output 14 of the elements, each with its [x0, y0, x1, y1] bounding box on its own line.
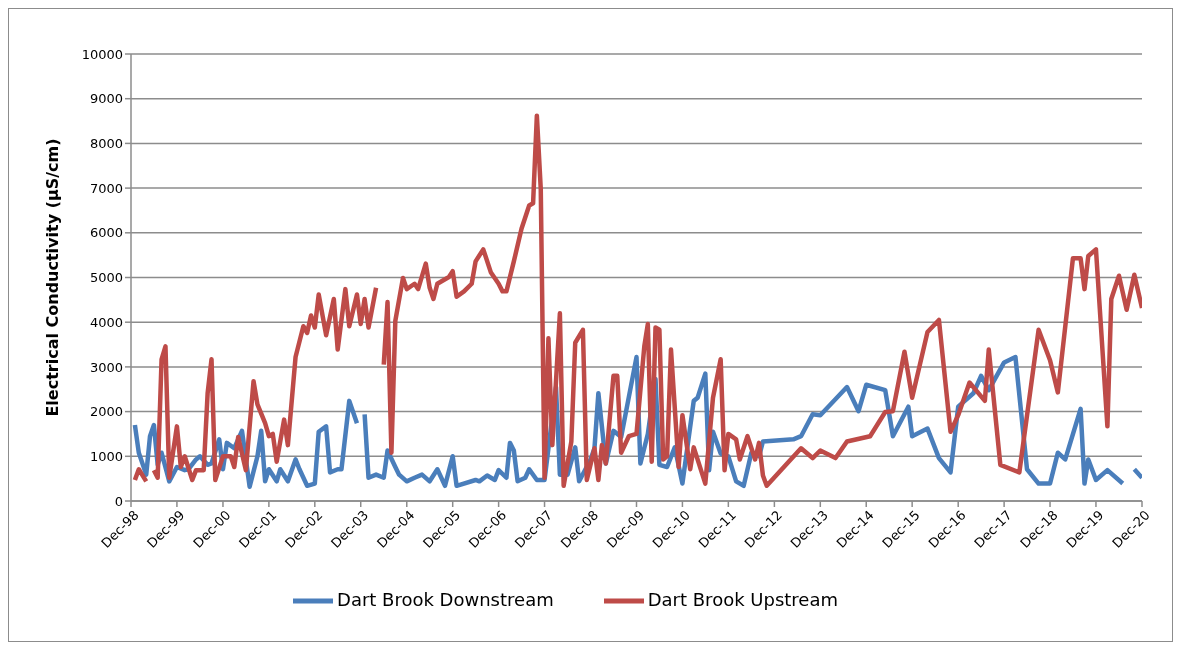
- y-tick-label: 10000: [81, 46, 123, 62]
- y-tick-label: 0: [114, 493, 123, 509]
- y-tick-label: 1000: [89, 448, 123, 464]
- y-tick-label: 3000: [89, 359, 123, 375]
- y-tick-label: 9000: [89, 91, 123, 107]
- y-tick-label: 2000: [89, 404, 123, 420]
- y-tick-label: 5000: [89, 270, 123, 286]
- y-tick-label: 6000: [89, 225, 123, 241]
- legend-label: Dart Brook Upstream: [647, 589, 838, 610]
- y-tick-label: 8000: [89, 136, 123, 152]
- y-tick-label: 4000: [89, 314, 123, 330]
- legend-label: Dart Brook Downstream: [337, 589, 554, 610]
- y-axis-title: Electrical Conductivity (µS/cm): [42, 138, 62, 417]
- y-tick-label: 7000: [89, 180, 123, 196]
